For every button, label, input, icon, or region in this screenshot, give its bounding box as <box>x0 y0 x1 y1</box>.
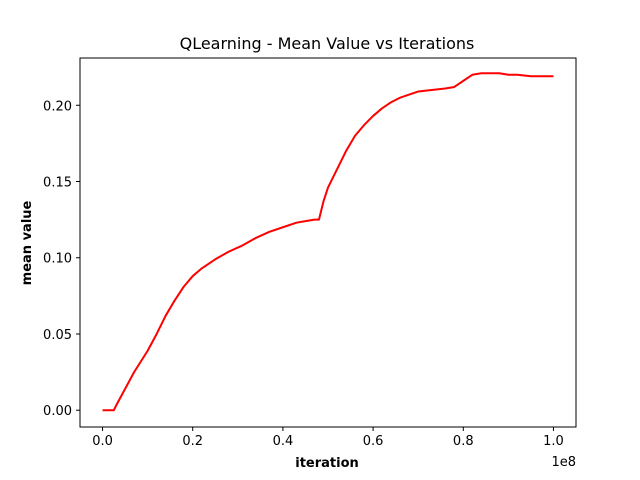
y-tick-label: 0.15 <box>43 176 72 191</box>
y-axis-label: mean value <box>20 200 35 285</box>
plot-area <box>102 72 554 412</box>
y-tick-label: 0.10 <box>43 252 72 267</box>
x-axis-label: iteration <box>295 456 359 471</box>
chart-title: QLearning - Mean Value vs Iterations <box>180 34 475 53</box>
x-offset-label: 1e8 <box>551 455 576 470</box>
series-line <box>102 72 554 412</box>
x-tick-label: 0.8 <box>453 434 474 449</box>
x-tick-label: 0.4 <box>273 434 294 449</box>
x-tick-label: 0.6 <box>363 434 384 449</box>
x-tick-label: 0.2 <box>182 434 203 449</box>
x-tick-label: 1.0 <box>543 434 564 449</box>
axis-ticks: 0.0 0.2 0.4 0.6 0.8 1.0 0.00 0.05 0.10 0.15 0.20 <box>43 99 564 449</box>
x-tick-label: 0.0 <box>92 434 113 449</box>
axes-frame <box>79 57 577 428</box>
y-tick-label: 0.20 <box>43 99 72 114</box>
y-tick-label: 0.05 <box>43 328 72 343</box>
y-tick-label: 0.00 <box>43 404 72 419</box>
